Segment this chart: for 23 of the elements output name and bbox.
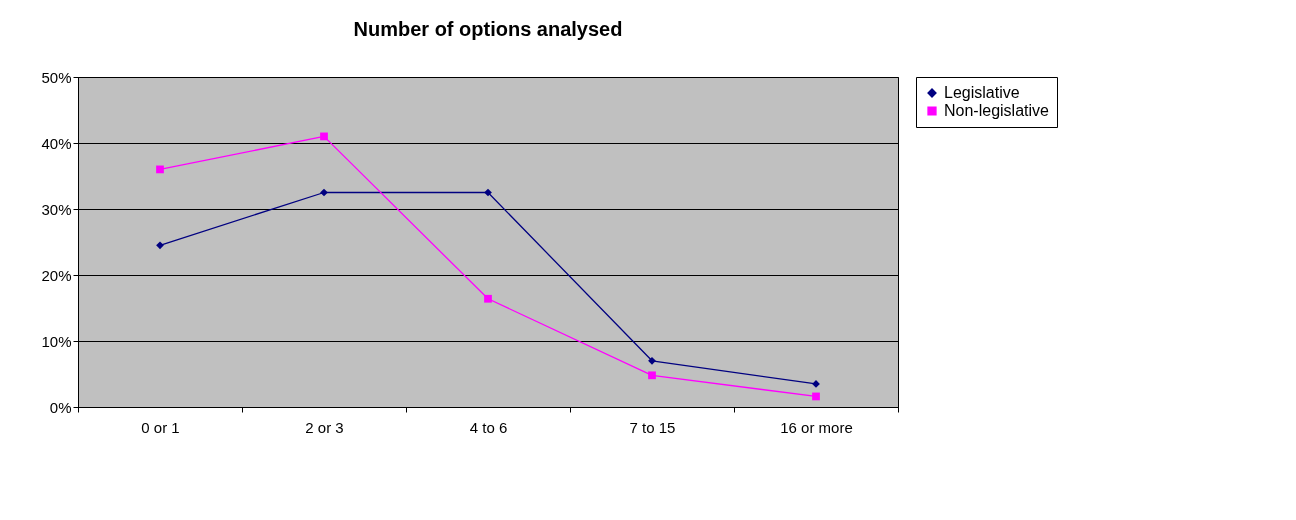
y-tick-label: 30% <box>41 200 72 218</box>
y-tick-label: 0% <box>49 398 72 416</box>
point <box>320 188 328 197</box>
x-tick-label: 7 to 15 <box>629 418 676 436</box>
chart-title: Number of options analysed <box>353 18 623 40</box>
point <box>156 241 164 250</box>
legend-label: Legislative <box>944 84 1020 101</box>
x-tick-label: 2 or 3 <box>305 418 344 436</box>
y-tick-label: 50% <box>41 68 72 86</box>
x-tick-label: 16 or more <box>780 418 853 436</box>
point <box>156 165 164 174</box>
point <box>484 188 492 197</box>
legend-label: Non-legislative <box>944 102 1050 119</box>
x-tick-label: 4 to 6 <box>469 418 508 436</box>
point <box>648 356 656 365</box>
y-tick-label: 40% <box>41 134 72 152</box>
x-tick-label: 0 or 1 <box>141 418 180 436</box>
point <box>320 132 328 141</box>
point <box>812 392 820 401</box>
point <box>648 371 656 380</box>
y-tick-label: 10% <box>41 332 72 350</box>
point <box>484 294 492 303</box>
y-tick-label: 20% <box>41 266 72 284</box>
